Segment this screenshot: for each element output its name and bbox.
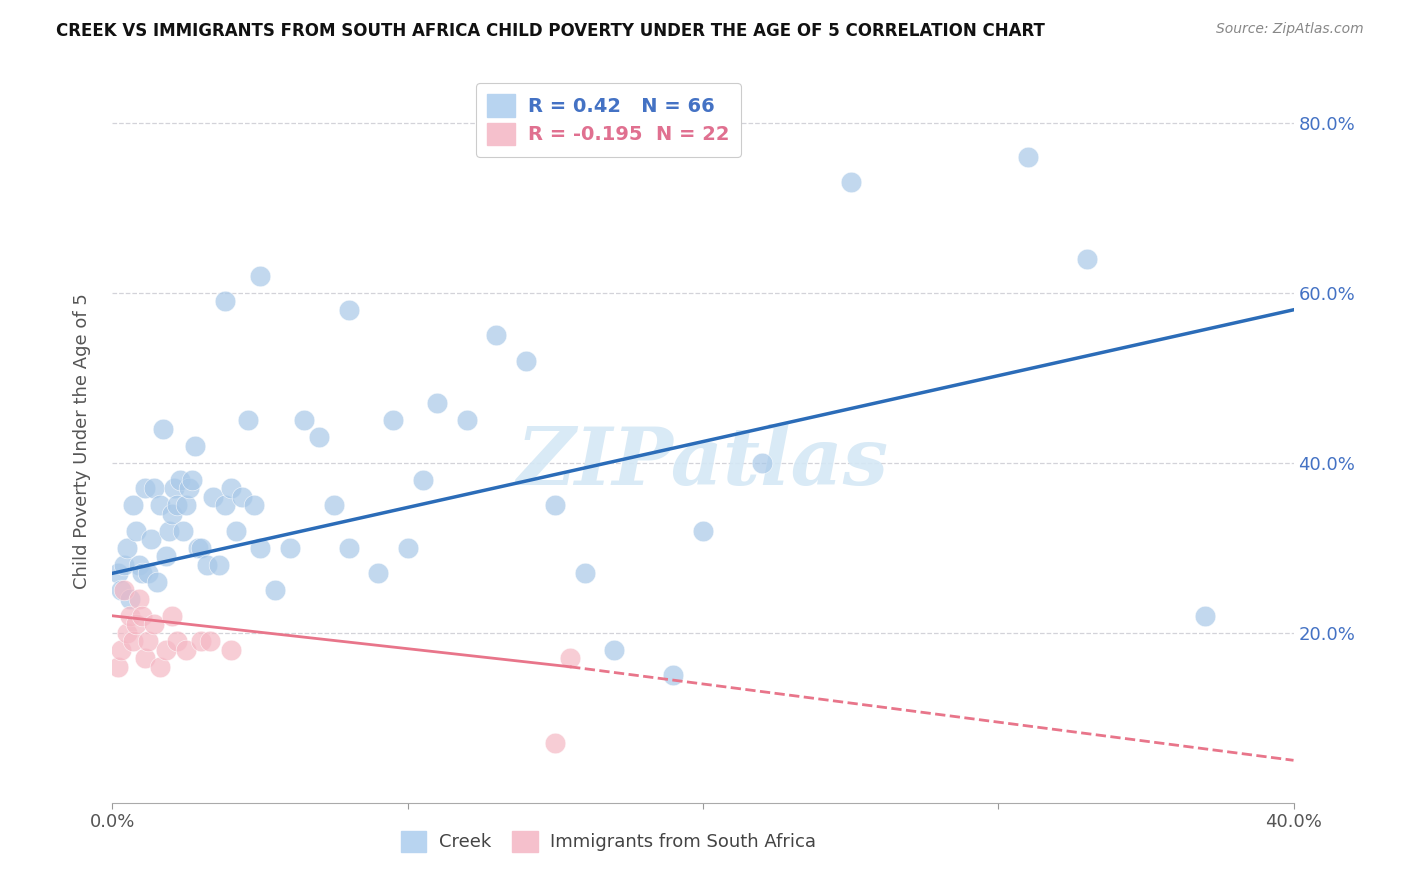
Point (426, 396, 449, 410)
Point (149, 498, 172, 512)
Point (155, 549, 177, 564)
Point (201, 490, 224, 504)
Point (225, 524, 247, 538)
Legend: Creek, Immigrants from South Africa: Creek, Immigrants from South Africa (394, 823, 824, 859)
Point (155, 642, 177, 657)
Point (117, 625, 138, 640)
Point (163, 481, 186, 495)
Point (139, 533, 162, 547)
Point (125, 617, 148, 632)
Point (172, 524, 194, 538)
Point (382, 413, 405, 427)
Point (157, 524, 180, 538)
Point (208, 558, 231, 572)
Point (751, 456, 773, 470)
Point (146, 574, 169, 589)
Point (184, 439, 207, 453)
Point (128, 558, 150, 572)
Point (292, 413, 315, 427)
Point (574, 566, 596, 581)
Point (160, 608, 183, 623)
Point (181, 473, 204, 487)
Point (120, 608, 142, 623)
Point (603, 642, 626, 657)
Point (396, 541, 419, 555)
Point (337, 541, 360, 555)
Point (238, 413, 260, 427)
Point (219, 642, 242, 657)
Point (134, 651, 156, 665)
Point (166, 634, 188, 648)
Point (515, 353, 537, 368)
Point (219, 481, 242, 495)
Point (169, 473, 191, 487)
Point (367, 566, 389, 581)
Y-axis label: Child Poverty Under the Age of 5: Child Poverty Under the Age of 5 (73, 293, 91, 590)
Point (125, 524, 148, 538)
Point (152, 422, 174, 436)
Point (128, 591, 150, 606)
Point (110, 642, 132, 657)
Point (308, 430, 330, 444)
Point (662, 668, 685, 682)
Point (544, 498, 567, 512)
Text: CREEK VS IMMIGRANTS FROM SOUTH AFRICA CHILD POVERTY UNDER THE AGE OF 5 CORRELATI: CREEK VS IMMIGRANTS FROM SOUTH AFRICA CH… (56, 22, 1045, 40)
Point (142, 481, 165, 495)
Point (243, 498, 266, 512)
Point (136, 566, 159, 581)
Point (122, 634, 145, 648)
Point (149, 660, 172, 674)
Point (134, 481, 156, 495)
Point (214, 294, 236, 309)
Text: Source: ZipAtlas.com: Source: ZipAtlas.com (1216, 22, 1364, 37)
Point (142, 617, 165, 632)
Point (174, 642, 197, 657)
Point (1194, 608, 1216, 623)
Point (264, 583, 287, 598)
Point (544, 736, 567, 750)
Point (1076, 252, 1098, 266)
Point (107, 660, 129, 674)
Point (190, 634, 212, 648)
Point (323, 498, 346, 512)
Point (120, 591, 142, 606)
Point (249, 268, 271, 283)
Point (112, 583, 135, 598)
Point (485, 328, 508, 343)
Point (136, 634, 159, 648)
Point (198, 634, 221, 648)
Point (107, 566, 129, 581)
Point (166, 498, 188, 512)
Point (179, 481, 201, 495)
Point (160, 507, 183, 521)
Point (195, 558, 218, 572)
Point (278, 541, 301, 555)
Text: ZIPatlas: ZIPatlas (517, 425, 889, 502)
Point (187, 541, 209, 555)
Point (456, 413, 478, 427)
Point (337, 302, 360, 317)
Point (692, 524, 714, 538)
Point (117, 541, 138, 555)
Point (231, 490, 253, 504)
Point (558, 651, 582, 665)
Point (411, 473, 433, 487)
Point (131, 566, 153, 581)
Point (112, 558, 135, 572)
Point (190, 541, 212, 555)
Point (214, 498, 236, 512)
Point (249, 541, 271, 555)
Point (174, 498, 197, 512)
Point (122, 498, 145, 512)
Point (131, 608, 153, 623)
Point (110, 583, 132, 598)
Point (1017, 150, 1039, 164)
Point (839, 175, 862, 189)
